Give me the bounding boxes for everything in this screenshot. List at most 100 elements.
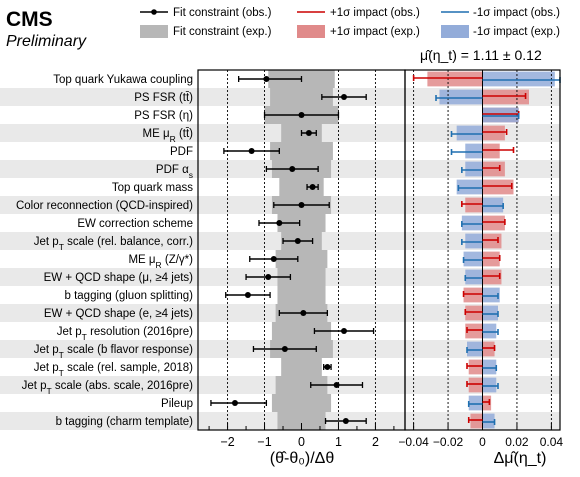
nuisance-label: PS FSR (η) bbox=[134, 110, 193, 122]
pull-tick-label: 1 bbox=[335, 435, 342, 449]
legend-minus-exp-label: -1σ impact (exp.) bbox=[473, 26, 560, 38]
plus-exp-impact-bar bbox=[427, 71, 483, 87]
minus-exp-impact-bar bbox=[468, 395, 483, 411]
nuisance-label: Jet pT scale (abs. scale, 2016pre) bbox=[22, 380, 194, 396]
pull-point bbox=[281, 346, 288, 352]
legend-plus-exp-swatch bbox=[297, 25, 325, 38]
pull-point bbox=[298, 202, 305, 208]
minus-exp-impact-bar bbox=[461, 215, 483, 231]
pull-point bbox=[298, 112, 305, 118]
impact-axis-title: Δμ̂(η_t) bbox=[494, 450, 547, 467]
pull-point bbox=[270, 256, 277, 262]
pull-tick-label: −2 bbox=[220, 435, 234, 449]
pull-point bbox=[263, 76, 270, 82]
expected-band bbox=[270, 142, 333, 160]
impact-tick-label: 0.02 bbox=[505, 435, 529, 449]
nuisance-label: PDF bbox=[170, 146, 193, 158]
expected-band bbox=[271, 394, 332, 412]
plus-exp-impact-bar bbox=[470, 413, 483, 429]
pull-tick-label: −1 bbox=[257, 435, 271, 449]
pull-tick-label: 0 bbox=[298, 435, 305, 449]
nuisance-label: EW + QCD shape (μ, ≥4 jets) bbox=[44, 272, 194, 284]
minus-exp-impact-bar bbox=[482, 197, 504, 213]
nuisance-label: EW + QCD shape (e, ≥4 jets) bbox=[44, 308, 193, 320]
minus-exp-impact-bar bbox=[482, 305, 498, 321]
pull-tick-label: 2 bbox=[372, 435, 379, 449]
impact-tick-label: −0.02 bbox=[433, 435, 464, 449]
plus-exp-impact-bar bbox=[482, 233, 502, 249]
minus-exp-impact-bar bbox=[465, 269, 483, 285]
minus-exp-impact-bar bbox=[465, 143, 483, 159]
result-label: μ̂(η_t) = 1.11 ± 0.12 bbox=[420, 47, 542, 63]
nuisance-label: b tagging (charm template) bbox=[56, 416, 194, 428]
pull-point bbox=[276, 220, 283, 226]
plus-exp-impact-bar bbox=[482, 143, 500, 159]
status-label: Preliminary bbox=[6, 33, 87, 50]
minus-exp-impact-bar bbox=[482, 71, 555, 87]
expected-band bbox=[279, 178, 324, 196]
legend-obs-marker-dot bbox=[151, 9, 157, 15]
nuisance-label: Jet pT scale (rel. balance, corr.) bbox=[34, 236, 193, 252]
plus-exp-impact-bar bbox=[482, 269, 502, 285]
expected-band bbox=[275, 376, 328, 394]
pull-point bbox=[341, 94, 348, 100]
expected-band bbox=[281, 358, 322, 376]
minus-exp-impact-bar bbox=[456, 125, 483, 141]
expected-band bbox=[277, 286, 326, 304]
nuisance-label: Jet pT scale (rel. sample, 2018) bbox=[34, 362, 193, 378]
nuisance-label: Pileup bbox=[161, 398, 193, 410]
row-stripe bbox=[0, 124, 560, 142]
legend-obs-label: Fit constraint (obs.) bbox=[173, 7, 272, 19]
minus-exp-impact-bar bbox=[463, 251, 483, 267]
legend-exp-label: Fit constraint (exp.) bbox=[173, 26, 272, 38]
nuisance-label: EW correction scheme bbox=[77, 218, 193, 230]
minus-exp-impact-bar bbox=[465, 161, 483, 177]
nuisance-label: Top quark Yukawa coupling bbox=[53, 74, 193, 86]
pull-point bbox=[248, 148, 255, 154]
plus-exp-impact-bar bbox=[482, 179, 514, 195]
legend-plus-obs-label: +1σ impact (obs.) bbox=[330, 7, 420, 19]
plus-exp-impact-bar bbox=[482, 125, 505, 141]
plus-exp-impact-bar bbox=[465, 323, 483, 339]
legend-minus-exp-swatch bbox=[441, 25, 469, 38]
legend-minus-obs-label: -1σ impact (obs.) bbox=[473, 7, 560, 19]
minus-exp-impact-bar bbox=[482, 413, 495, 429]
pull-point bbox=[309, 184, 316, 190]
plus-exp-impact-bar bbox=[482, 341, 495, 357]
pull-point bbox=[244, 292, 251, 298]
nuisance-label: b tagging (gluon splitting) bbox=[65, 290, 194, 302]
legend-exp-swatch bbox=[140, 25, 168, 38]
legend-plus-exp-label: +1σ impact (exp.) bbox=[330, 26, 420, 38]
pull-point bbox=[231, 400, 238, 406]
plus-exp-impact-bar bbox=[468, 359, 483, 375]
pull-point bbox=[300, 310, 307, 316]
minus-exp-impact-bar bbox=[456, 179, 483, 195]
expected-band bbox=[277, 412, 326, 430]
expected-band bbox=[277, 268, 326, 286]
nuisance-label: Color reconnection (QCD-inspired) bbox=[16, 200, 193, 212]
nuisance-label: Top quark mass bbox=[112, 182, 193, 194]
impact-panel bbox=[412, 70, 561, 430]
minus-exp-impact-bar bbox=[439, 89, 483, 105]
nuisance-label: ME μR (tt̄) bbox=[143, 128, 194, 144]
plus-exp-impact-bar bbox=[465, 197, 483, 213]
pull-point bbox=[305, 130, 312, 136]
minus-exp-impact-bar bbox=[465, 233, 483, 249]
plus-exp-impact-bar bbox=[468, 377, 483, 393]
minus-exp-impact-bar bbox=[482, 377, 497, 393]
nuisance-label: PDF αs bbox=[156, 164, 193, 180]
minus-exp-impact-bar bbox=[482, 107, 519, 123]
nuisance-label: PS FSR (tt̄) bbox=[134, 92, 193, 104]
plus-exp-impact-bar bbox=[463, 287, 483, 303]
impact-tick-label: −0.04 bbox=[398, 435, 429, 449]
pull-point bbox=[324, 364, 331, 370]
expected-band bbox=[270, 88, 333, 106]
plus-exp-impact-bar bbox=[482, 251, 500, 267]
pull-point bbox=[342, 418, 349, 424]
pull-panel bbox=[210, 70, 376, 430]
pull-point bbox=[294, 238, 301, 244]
nuisance-label: Jet pT scale (b flavor response) bbox=[34, 344, 193, 360]
row-stripe bbox=[0, 232, 560, 250]
expected-band bbox=[277, 214, 326, 232]
